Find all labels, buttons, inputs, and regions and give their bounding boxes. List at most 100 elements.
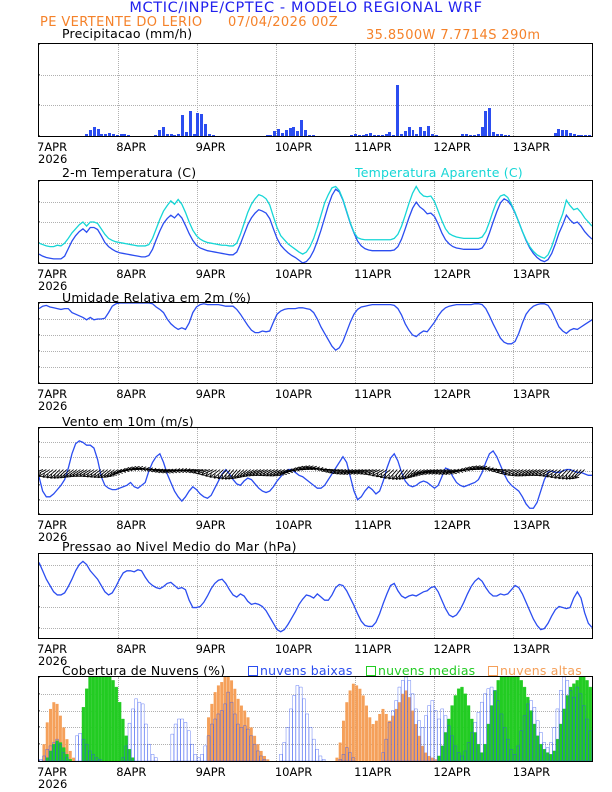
grid-line-vertical (434, 303, 435, 383)
x-axis-year-label: 2026 (38, 152, 68, 166)
y-axis-tick (39, 382, 40, 383)
precipitation-bar (480, 126, 484, 136)
grid-line-vertical (118, 303, 119, 383)
x-axis-tick-label: 7APR (37, 765, 68, 779)
x-axis-year-label: 2026 (38, 279, 68, 293)
page-title: MCTIC/INPE/CPTEC - MODELO REGIONAL WRF (129, 0, 483, 16)
grid-line-horizontal (39, 499, 592, 501)
grid-line-horizontal (39, 471, 592, 472)
line-series-humidity (39, 303, 592, 383)
model-run-datetime: 07/04/2026 00Z (228, 15, 339, 30)
legend-swatch-icon (366, 666, 376, 676)
grid-line-vertical (197, 677, 198, 761)
precipitation-bar (411, 129, 415, 136)
grid-line-vertical (434, 181, 435, 263)
x-axis-tick-label: 13APR (512, 765, 551, 779)
precipitation-bar (572, 134, 576, 136)
x-axis-tick-label: 13APR (512, 267, 551, 281)
precipitation-bar (204, 123, 208, 136)
precipitation-bar (576, 134, 580, 136)
grid-line-vertical (197, 181, 198, 263)
x-axis-labels-humidity: 7APR 8APR 9APR 10APR 11APR 12APR 13APR (37, 387, 593, 401)
precipitation-bar (557, 129, 561, 136)
grid-line-horizontal (39, 222, 592, 223)
x-axis-tick-label: 12APR (433, 387, 471, 401)
precipitation-bar (85, 134, 89, 136)
grid-line-vertical (434, 44, 435, 136)
grid-line-vertical (513, 44, 514, 136)
grid-line-vertical (276, 44, 277, 136)
legend-label: nuvens altas (500, 663, 582, 678)
precipitation-bar (565, 129, 569, 136)
x-axis-tick-label: 13APR (512, 518, 551, 532)
legend-item-nuvens-medias: nuvens medias (366, 663, 475, 678)
plot-area-humidity: 020406080100 (38, 302, 593, 384)
plot-area-pressure: 1010101210141016 (38, 553, 593, 639)
grid-line-vertical (513, 181, 514, 263)
x-axis-tick-label: 13APR (512, 387, 551, 401)
precipitation-bar (300, 120, 304, 136)
y-axis-tick (39, 513, 40, 514)
precipitation-bar (173, 134, 177, 136)
precipitation-bar (269, 135, 273, 136)
grid-line-vertical (513, 554, 514, 638)
grid-line-horizontal (39, 585, 592, 587)
grid-line-vertical (355, 554, 356, 638)
precipitation-bar (169, 134, 173, 136)
precipitation-bar (495, 133, 499, 136)
precipitation-bar (430, 134, 434, 136)
precipitation-bar (365, 133, 369, 136)
precipitation-bar (184, 132, 188, 136)
x-axis-tick-label: 11APR (354, 267, 392, 281)
x-axis-tick-label: 8APR (116, 642, 147, 656)
y-axis-tick (39, 677, 40, 678)
x-axis-tick-label: 8APR (116, 518, 147, 532)
panel-title-wind: Vento em 10m (m/s) (62, 414, 194, 429)
precipitation-bar (292, 126, 296, 136)
legend-swatch-icon (248, 666, 258, 676)
x-axis-year-label: 2026 (38, 399, 68, 413)
precipitation-bar (196, 113, 200, 136)
x-axis-tick-label: 8APR (116, 765, 147, 779)
grid-line-horizontal (39, 485, 592, 487)
x-axis-tick-label: 13APR (512, 642, 551, 656)
grid-line-vertical (276, 428, 277, 514)
precipitation-bar (588, 135, 592, 136)
precipitation-bar (311, 135, 315, 136)
precipitation-bar (369, 132, 373, 136)
grid-line-vertical (197, 554, 198, 638)
precipitation-bar (88, 130, 92, 136)
precipitation-bar (580, 135, 584, 136)
panel-title-apparent-temperature: Temperatura Aparente (C) (355, 165, 523, 180)
grid-line-horizontal (39, 442, 592, 444)
y-axis-tick (39, 262, 40, 263)
precipitation-bar (392, 134, 396, 136)
x-axis-tick-label: 9APR (195, 267, 226, 281)
precipitation-bar (396, 85, 400, 136)
precipitation-bar (192, 134, 196, 136)
precipitation-bar (307, 134, 311, 136)
x-axis-tick-label: 9APR (195, 765, 226, 779)
precipitation-bar (488, 108, 492, 136)
x-axis-tick-label: 11APR (354, 387, 392, 401)
precipitation-bar (188, 110, 192, 136)
precipitation-bar (265, 135, 269, 136)
grid-line-horizontal (39, 242, 592, 244)
line-series-pressure (39, 554, 592, 638)
grid-line-horizontal (39, 319, 592, 320)
precipitation-bar (284, 129, 288, 136)
x-axis-tick-label: 10APR (274, 518, 313, 532)
grid-line-vertical (276, 677, 277, 761)
x-axis-tick-label: 7APR (37, 267, 68, 281)
precipitation-bar (419, 127, 423, 136)
x-axis-labels-precipitation: 7APR 8APR 9APR 10APR 11APR 12APR 13APR (37, 140, 593, 154)
panel-title-precipitation: Precipitacao (mm/h) (62, 26, 193, 41)
precipitation-bar (154, 134, 158, 136)
precipitation-bar (461, 133, 465, 136)
precipitation-bar (476, 134, 480, 136)
precipitation-bar (177, 134, 181, 136)
x-axis-tick-label: 12APR (433, 765, 471, 779)
grid-line-horizontal (39, 456, 592, 458)
precipitation-bar (503, 135, 507, 136)
x-axis-tick-label: 11APR (354, 642, 392, 656)
